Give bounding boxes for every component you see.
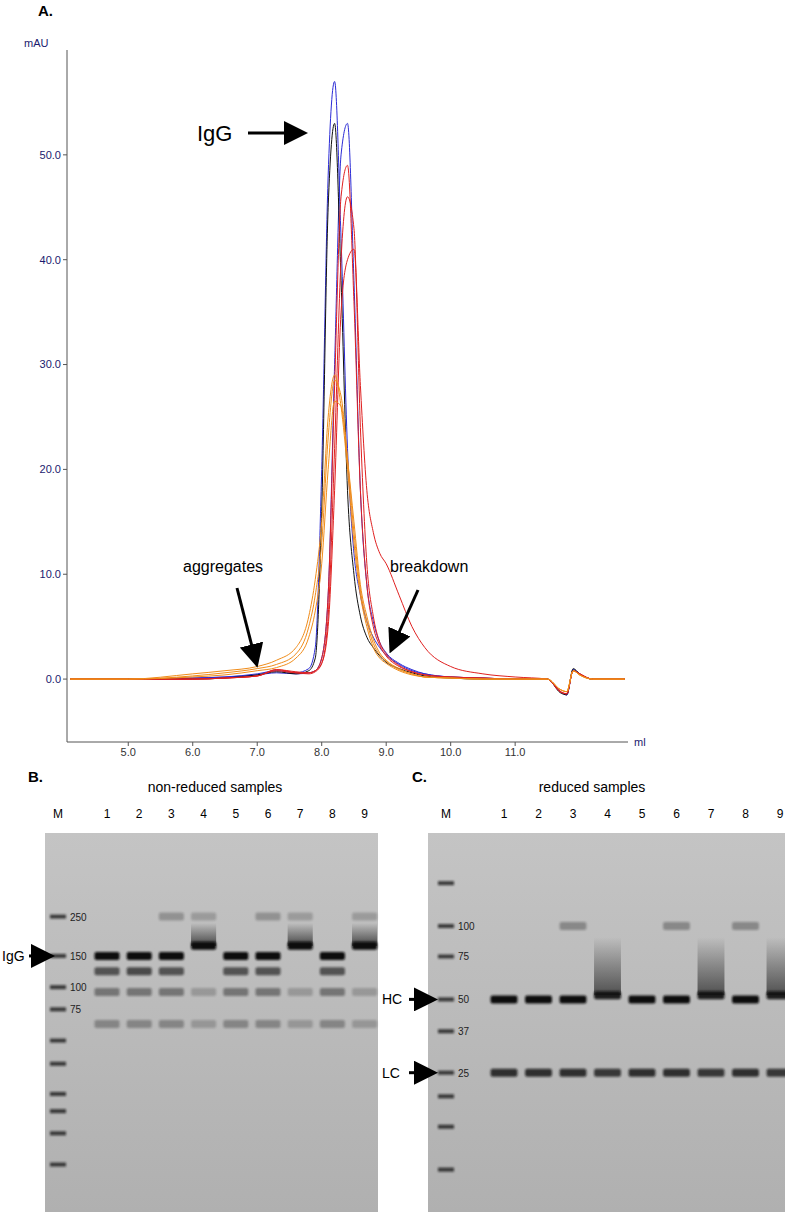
svg-text:37: 37 xyxy=(458,1026,470,1037)
svg-text:ml: ml xyxy=(634,736,646,748)
svg-text:50: 50 xyxy=(458,994,470,1005)
svg-text:5.0: 5.0 xyxy=(121,746,136,758)
svg-text:M: M xyxy=(441,807,451,821)
svg-text:8: 8 xyxy=(742,807,749,821)
svg-text:8.0: 8.0 xyxy=(314,746,329,758)
svg-text:C.: C. xyxy=(412,768,427,785)
svg-text:40.0: 40.0 xyxy=(40,254,61,266)
svg-text:IgG: IgG xyxy=(2,948,25,964)
svg-text:B.: B. xyxy=(28,768,43,785)
svg-text:25: 25 xyxy=(458,1068,470,1079)
svg-text:6: 6 xyxy=(673,807,680,821)
svg-text:4: 4 xyxy=(200,807,207,821)
svg-text:10.0: 10.0 xyxy=(440,746,461,758)
svg-text:75: 75 xyxy=(70,1004,82,1015)
svg-text:aggregates: aggregates xyxy=(183,558,263,575)
svg-text:100: 100 xyxy=(458,921,475,932)
svg-text:8: 8 xyxy=(329,807,336,821)
svg-text:30.0: 30.0 xyxy=(40,358,61,370)
svg-text:A.: A. xyxy=(38,2,53,19)
svg-text:M: M xyxy=(53,807,63,821)
svg-text:11.0: 11.0 xyxy=(505,746,526,758)
svg-text:250: 250 xyxy=(70,912,87,923)
svg-text:2: 2 xyxy=(535,807,542,821)
svg-text:5: 5 xyxy=(232,807,239,821)
svg-text:7: 7 xyxy=(297,807,304,821)
svg-text:3: 3 xyxy=(570,807,577,821)
svg-text:50.0: 50.0 xyxy=(40,149,61,161)
svg-text:breakdown: breakdown xyxy=(390,558,468,575)
svg-text:reduced samples: reduced samples xyxy=(539,779,646,795)
svg-text:9: 9 xyxy=(361,807,368,821)
svg-text:HC: HC xyxy=(382,991,402,1007)
svg-text:IgG: IgG xyxy=(197,121,232,146)
svg-text:100: 100 xyxy=(70,982,87,993)
svg-text:1: 1 xyxy=(501,807,508,821)
svg-text:150: 150 xyxy=(70,951,87,962)
svg-text:20.0: 20.0 xyxy=(40,463,61,475)
svg-text:7: 7 xyxy=(708,807,715,821)
svg-text:LC: LC xyxy=(382,1065,400,1081)
svg-text:10.0: 10.0 xyxy=(40,568,61,580)
svg-text:3: 3 xyxy=(168,807,175,821)
svg-text:non-reduced samples: non-reduced samples xyxy=(148,779,283,795)
svg-text:4: 4 xyxy=(604,807,611,821)
svg-text:9.0: 9.0 xyxy=(379,746,394,758)
svg-text:0.0: 0.0 xyxy=(46,673,61,685)
svg-text:5: 5 xyxy=(639,807,646,821)
svg-text:75: 75 xyxy=(458,951,470,962)
svg-text:9: 9 xyxy=(777,807,784,821)
svg-text:mAU: mAU xyxy=(24,37,49,49)
svg-text:6: 6 xyxy=(265,807,272,821)
svg-text:1: 1 xyxy=(104,807,111,821)
svg-text:2: 2 xyxy=(136,807,143,821)
svg-text:6.0: 6.0 xyxy=(185,746,200,758)
svg-text:7.0: 7.0 xyxy=(250,746,265,758)
